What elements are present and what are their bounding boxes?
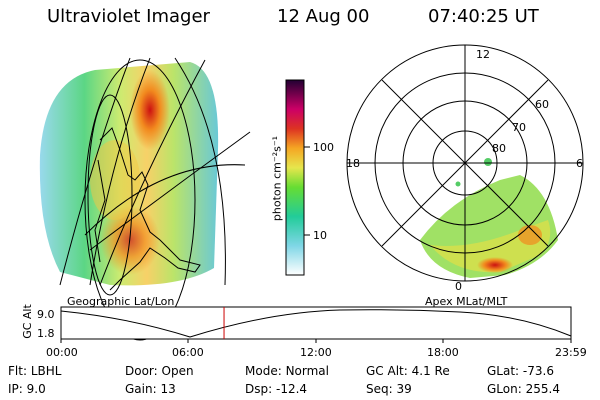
colorbar-gradient [285, 79, 305, 276]
left-panel-caption: Geographic Lat/Lon [67, 295, 175, 308]
altitude-ytick-high: 9.0 [37, 308, 55, 321]
info-glon: GLon: 255.4 [487, 382, 560, 396]
altitude-xtick: 00:00 [46, 346, 78, 359]
altitude-ytick-low: 1.8 [37, 327, 55, 340]
time-label: 07:40:25 UT [428, 6, 539, 27]
altitude-ylabel: GC Alt [20, 304, 34, 339]
mlt-label-0: 0 [455, 280, 462, 293]
altitude-xtick: 23:59 [555, 346, 587, 359]
lat-label-80: 80 [492, 142, 506, 155]
colorbar-tick-100: 100 [313, 141, 334, 154]
info-glat: GLat: -73.6 [487, 364, 554, 378]
altitude-curve [60, 309, 572, 338]
info-gain: Gain: 13 [125, 382, 176, 396]
info-ip: IP: 9.0 [8, 382, 46, 396]
altitude-xtick: 12:00 [300, 346, 332, 359]
info-flt: Flt: LBHL [8, 364, 62, 378]
date-label: 12 Aug 00 [277, 6, 370, 27]
mlt-label-6: 6 [576, 157, 583, 170]
lat-label-60: 60 [535, 98, 549, 111]
info-dsp: Dsp: -12.4 [245, 382, 308, 396]
instrument-title: Ultraviolet Imager [47, 6, 210, 27]
polar-grid [346, 44, 584, 282]
altitude-xtick: 18:00 [427, 346, 459, 359]
mlt-label-12: 12 [476, 48, 490, 61]
coastline [94, 127, 201, 291]
altitude-plot-frame [60, 306, 572, 340]
lat-label-70: 70 [512, 121, 526, 134]
mlt-label-18: 18 [346, 157, 360, 170]
altitude-xtick: 06:00 [172, 346, 204, 359]
info-seq: Seq: 39 [366, 382, 412, 396]
colorbar-tick-10: 10 [313, 229, 327, 242]
info-mode: Mode: Normal [245, 364, 329, 378]
geo-grid [59, 57, 251, 341]
info-gc-alt: GC Alt: 4.1 Re [366, 364, 450, 378]
info-door: Door: Open [125, 364, 194, 378]
right-panel-caption: Apex MLat/MLT [425, 295, 508, 308]
